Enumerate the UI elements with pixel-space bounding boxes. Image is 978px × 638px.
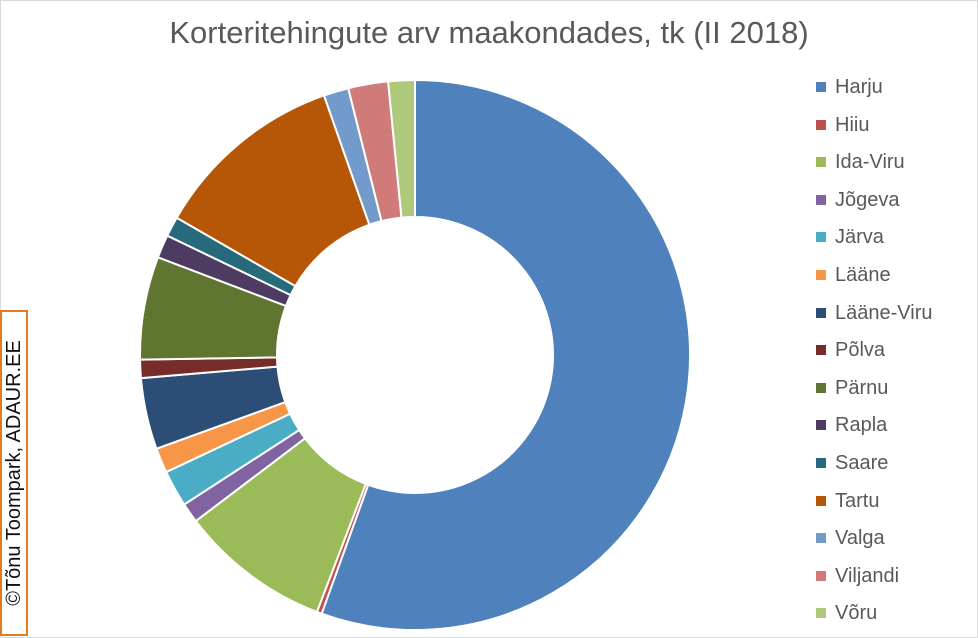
legend-item: Järva <box>816 225 884 249</box>
legend-item: Lääne <box>816 263 891 287</box>
legend-item: Valga <box>816 526 885 550</box>
watermark-text: ©Tõnu Toompark, ADAUR.EE <box>3 340 25 606</box>
legend-label: Viljandi <box>835 564 900 587</box>
legend-label: Ida-Viru <box>835 151 905 174</box>
legend-swatch <box>816 270 826 280</box>
watermark-box: ©Tõnu Toompark, ADAUR.EE <box>0 310 28 636</box>
legend-label: Rapla <box>835 414 888 437</box>
legend-label: Lääne <box>835 264 891 286</box>
legend-label: Pärnu <box>835 376 889 399</box>
legend-item: Põlva <box>816 338 885 362</box>
legend-label: Võru <box>835 602 878 625</box>
legend-item: Saare <box>816 451 888 475</box>
legend-swatch <box>816 232 826 243</box>
legend-swatch <box>816 458 826 468</box>
legend-item: Tartu <box>816 489 879 513</box>
legend-swatch <box>816 194 826 205</box>
legend-item: Jõgeva <box>816 188 900 212</box>
legend-item: Rapla <box>816 413 887 437</box>
legend-swatch <box>816 82 826 92</box>
legend-item: Võru <box>816 601 877 625</box>
legend-swatch <box>816 420 826 431</box>
legend-label: Valga <box>835 527 885 550</box>
chart-title: Korteritehingute arv maakondades, tk (II… <box>169 15 809 50</box>
legend-swatch <box>816 157 826 168</box>
legend-label: Lääne-Viru <box>835 301 933 324</box>
legend-label: Hiiu <box>835 113 870 136</box>
legend-item: Hiiu <box>816 113 869 137</box>
legend-label: Tartu <box>835 489 880 512</box>
legend-item: Harju <box>816 75 883 99</box>
legend-item: Pärnu <box>816 376 888 400</box>
legend-swatch <box>816 495 826 506</box>
legend-swatch <box>816 533 826 544</box>
legend-label: Jõgeva <box>835 188 900 211</box>
legend-label: Põlva <box>835 339 886 362</box>
donut-slice-võru <box>386 78 416 219</box>
legend-item: Lääne-Viru <box>816 301 932 325</box>
legend-label: Järva <box>835 226 884 249</box>
legend-swatch <box>816 382 826 393</box>
legend-label: Saare <box>835 452 889 474</box>
legend-swatch <box>816 345 826 356</box>
legend-label: Harju <box>835 76 883 98</box>
legend-swatch <box>816 307 826 318</box>
legend-item: Viljandi <box>816 564 899 588</box>
legend-swatch <box>816 570 826 581</box>
donut-slices <box>139 78 691 631</box>
legend-swatch <box>816 608 826 619</box>
legend-item: Ida-Viru <box>816 150 905 174</box>
legend-swatch <box>816 119 826 130</box>
donut-slice-harju <box>320 78 691 631</box>
